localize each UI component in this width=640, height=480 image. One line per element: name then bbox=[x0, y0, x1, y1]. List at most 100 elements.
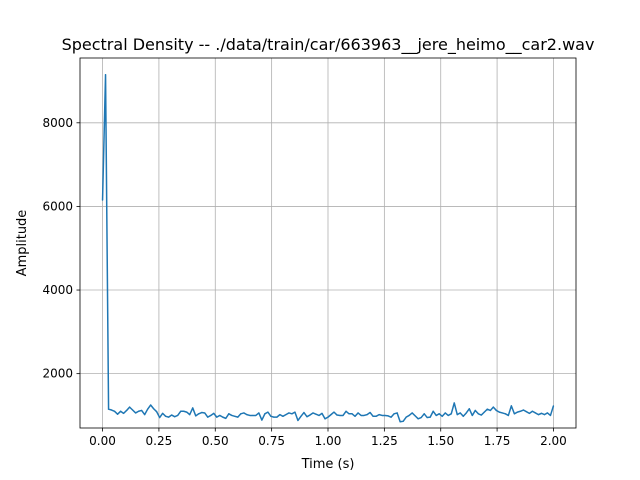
data-point bbox=[363, 414, 365, 417]
data-point bbox=[351, 413, 353, 415]
data-point bbox=[534, 412, 537, 414]
data-point bbox=[327, 416, 329, 418]
data-point bbox=[192, 407, 194, 409]
data-point bbox=[216, 416, 218, 418]
data-point bbox=[116, 413, 119, 415]
data-point bbox=[411, 412, 413, 414]
x-axis-label: Time (s) bbox=[301, 457, 355, 472]
data-point bbox=[107, 408, 110, 410]
data-point bbox=[180, 410, 182, 412]
data-point bbox=[357, 412, 359, 414]
data-point bbox=[528, 412, 530, 414]
data-point bbox=[504, 413, 506, 415]
data-point bbox=[432, 410, 434, 412]
data-point bbox=[237, 416, 239, 418]
data-point bbox=[177, 414, 179, 417]
data-point bbox=[246, 414, 248, 416]
data-point bbox=[426, 416, 428, 419]
data-point bbox=[306, 416, 308, 418]
data-point bbox=[104, 74, 107, 76]
data-point bbox=[501, 412, 503, 414]
data-point bbox=[384, 414, 386, 417]
data-point bbox=[261, 419, 263, 421]
chart-title: Spectral Density -- ./data/train/car/663… bbox=[62, 35, 595, 55]
x-ticks: 0.00 0.25 0.50 0.75 1.00 1.25 1.50 1.75 2.00 bbox=[89, 428, 567, 448]
data-point bbox=[459, 412, 461, 414]
data-point bbox=[378, 414, 380, 416]
data-point bbox=[552, 405, 555, 407]
data-point bbox=[159, 416, 161, 419]
data-point bbox=[294, 411, 296, 413]
data-point bbox=[122, 412, 125, 414]
data-point bbox=[438, 413, 440, 415]
x-tick-label: 0.50 bbox=[202, 434, 229, 448]
data-point bbox=[543, 414, 546, 416]
data-point bbox=[387, 415, 389, 417]
data-point bbox=[414, 415, 416, 417]
data-point bbox=[198, 413, 200, 415]
data-point bbox=[101, 199, 104, 201]
y-tick-label: 4000 bbox=[42, 283, 73, 297]
x-tick-label: 0.00 bbox=[89, 434, 116, 448]
data-point bbox=[285, 414, 287, 416]
data-point bbox=[318, 414, 320, 417]
x-tick-label: 1.50 bbox=[427, 434, 454, 448]
data-point bbox=[156, 411, 158, 413]
data-point bbox=[447, 414, 449, 417]
x-tick-label: 0.25 bbox=[146, 434, 173, 448]
data-point bbox=[546, 412, 549, 414]
y-tick-label: 2000 bbox=[42, 367, 73, 381]
data-point bbox=[162, 412, 164, 414]
data-point bbox=[537, 414, 540, 416]
data-point bbox=[249, 414, 251, 417]
grid bbox=[80, 58, 576, 428]
data-point bbox=[435, 414, 437, 417]
data-point bbox=[495, 409, 497, 412]
data-point bbox=[360, 414, 362, 417]
data-point bbox=[429, 416, 431, 418]
data-point bbox=[273, 416, 275, 418]
data-point bbox=[450, 413, 452, 415]
data-point bbox=[498, 411, 500, 413]
data-point bbox=[264, 413, 266, 415]
data-point bbox=[417, 418, 419, 420]
data-point bbox=[300, 415, 302, 417]
data-point bbox=[354, 415, 356, 417]
data-point bbox=[288, 412, 290, 414]
data-point bbox=[225, 417, 227, 419]
data-point bbox=[240, 413, 242, 415]
data-point bbox=[408, 414, 410, 417]
y-tick-label: 8000 bbox=[42, 116, 73, 130]
data-point bbox=[345, 410, 347, 412]
data-point bbox=[369, 411, 371, 414]
data-point bbox=[303, 411, 305, 414]
data-point bbox=[513, 413, 515, 415]
data-point bbox=[312, 412, 314, 414]
data-point bbox=[204, 412, 206, 414]
y-ticks: 2000 4000 6000 8000 bbox=[42, 116, 80, 381]
data-point bbox=[213, 412, 215, 414]
x-tick-label: 1.75 bbox=[484, 434, 511, 448]
data-point bbox=[126, 409, 128, 412]
data-point bbox=[234, 415, 236, 417]
data-point bbox=[456, 414, 458, 416]
data-point bbox=[336, 414, 338, 416]
data-point bbox=[525, 411, 528, 413]
data-point bbox=[441, 415, 443, 417]
data-point bbox=[480, 414, 482, 416]
data-point bbox=[330, 414, 332, 416]
data-point bbox=[348, 413, 350, 415]
data-point bbox=[405, 416, 407, 418]
data-point bbox=[189, 414, 191, 416]
data-point bbox=[333, 411, 335, 413]
data-point bbox=[252, 414, 254, 417]
data-point bbox=[258, 412, 260, 414]
data-point bbox=[141, 409, 143, 412]
x-tick-label: 0.75 bbox=[258, 434, 285, 448]
data-point bbox=[291, 413, 293, 415]
data-point bbox=[138, 410, 140, 412]
data-point bbox=[516, 411, 518, 413]
data-point bbox=[453, 402, 455, 404]
data-point bbox=[168, 416, 170, 418]
